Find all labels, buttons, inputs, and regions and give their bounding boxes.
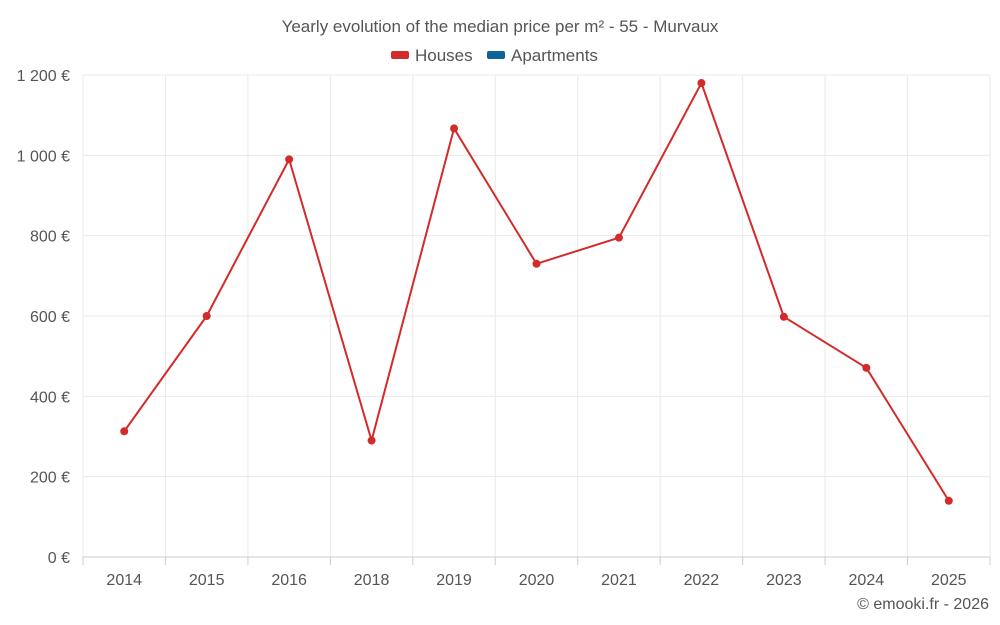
y-tick-label: 200 €	[30, 470, 70, 487]
grid	[82, 74, 991, 557]
y-tick-label: 0 €	[48, 550, 70, 567]
data-point-houses-2016[interactable]	[285, 155, 294, 164]
x-tick-label: 2020	[519, 572, 555, 589]
x-tick-label: 2018	[354, 572, 390, 589]
credit-text: © emooki.fr - 2026	[857, 596, 989, 613]
legend-swatch-apartments	[487, 51, 505, 59]
data-point-houses-2024[interactable]	[862, 363, 871, 372]
y-tick-label: 600 €	[30, 309, 70, 326]
legend-item-apartments[interactable]: Apartments	[487, 46, 598, 65]
chart-title: Yearly evolution of the median price per…	[282, 17, 719, 36]
data-point-houses-2025[interactable]	[944, 496, 953, 505]
y-tick-label: 1 000 €	[17, 148, 70, 165]
legend-label-houses: Houses	[415, 46, 473, 65]
x-tick-label: 2015	[189, 572, 225, 589]
x-tick-label: 2019	[436, 572, 472, 589]
data-point-houses-2018[interactable]	[367, 436, 376, 445]
series-houses	[120, 79, 953, 505]
x-tick-label: 2021	[601, 572, 637, 589]
y-tick-label: 800 €	[30, 229, 70, 246]
x-tick-label: 2025	[931, 572, 967, 589]
x-tick-label: 2022	[684, 572, 720, 589]
x-axis: 2014 2015 2016 2018 2019 2020 2021 2022 2023 2024…	[82, 556, 991, 589]
y-axis: 0 € 200 € 400 € 600 € 800 € 1 000 € 1 200 €	[17, 68, 70, 567]
y-tick-label: 1 200 €	[17, 68, 70, 85]
data-point-houses-2015[interactable]	[202, 312, 211, 320]
x-tick-label: 2024	[849, 572, 885, 589]
data-point-houses-2021[interactable]	[614, 233, 623, 242]
data-point-houses-2014[interactable]	[120, 427, 129, 436]
x-tick-label: 2016	[271, 572, 307, 589]
data-point-houses-2022[interactable]	[697, 79, 706, 88]
y-tick-label: 400 €	[30, 389, 70, 406]
legend-item-houses[interactable]: Houses	[391, 46, 473, 65]
data-point-houses-2020[interactable]	[532, 259, 541, 268]
legend-swatch-houses	[391, 51, 409, 59]
legend: Houses Apartments	[391, 46, 598, 65]
legend-label-apartments: Apartments	[511, 46, 598, 65]
data-point-houses-2023[interactable]	[779, 312, 788, 321]
data-point-houses-2019[interactable]	[450, 124, 459, 133]
x-tick-label: 2023	[766, 572, 802, 589]
x-tick-label: 2014	[106, 572, 142, 589]
